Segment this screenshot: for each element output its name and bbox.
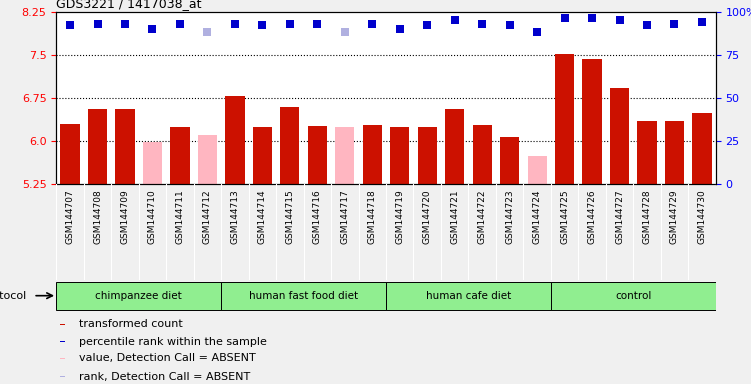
Bar <box>221 282 386 310</box>
Point <box>668 21 680 27</box>
Text: GSM144720: GSM144720 <box>423 189 432 244</box>
Bar <box>60 341 65 342</box>
Text: GSM144711: GSM144711 <box>176 189 185 244</box>
Bar <box>60 124 80 184</box>
Bar <box>692 114 712 184</box>
Bar <box>418 127 437 184</box>
Point <box>586 15 598 22</box>
Point <box>146 26 158 32</box>
Text: GSM144713: GSM144713 <box>231 189 240 244</box>
Point <box>64 22 76 28</box>
Point <box>92 21 104 27</box>
Bar <box>60 376 65 377</box>
Bar <box>225 96 245 184</box>
Text: GSM144715: GSM144715 <box>285 189 294 244</box>
Bar <box>638 121 656 184</box>
Bar <box>116 109 134 184</box>
Point <box>339 29 351 35</box>
Bar <box>335 127 354 184</box>
Bar <box>527 156 547 184</box>
Text: GSM144718: GSM144718 <box>368 189 377 244</box>
Text: GSM144717: GSM144717 <box>340 189 349 244</box>
Text: GSM144707: GSM144707 <box>65 189 74 244</box>
Text: GSM144709: GSM144709 <box>120 189 129 244</box>
Bar <box>390 127 409 184</box>
Bar <box>386 282 550 310</box>
Point <box>366 21 379 27</box>
Bar <box>253 127 272 184</box>
Point <box>696 19 708 25</box>
Text: GSM144712: GSM144712 <box>203 189 212 244</box>
Text: protocol: protocol <box>0 291 26 301</box>
Text: GSM144721: GSM144721 <box>450 189 459 244</box>
Point <box>504 22 516 28</box>
Point <box>531 29 543 35</box>
Point <box>421 22 433 28</box>
Bar <box>550 282 716 310</box>
Bar <box>60 358 65 359</box>
Point <box>394 26 406 32</box>
Text: transformed count: transformed count <box>79 319 182 329</box>
Bar <box>583 59 602 184</box>
Bar <box>56 282 221 310</box>
Point <box>229 21 241 27</box>
Text: GSM144710: GSM144710 <box>148 189 157 244</box>
Text: human fast food diet: human fast food diet <box>249 291 358 301</box>
Bar <box>308 126 327 184</box>
Bar <box>280 107 300 184</box>
Text: value, Detection Call = ABSENT: value, Detection Call = ABSENT <box>79 353 255 364</box>
Point <box>559 15 571 22</box>
Text: chimpanzee diet: chimpanzee diet <box>95 291 182 301</box>
Point <box>641 22 653 28</box>
Text: GSM144722: GSM144722 <box>478 189 487 243</box>
Bar <box>88 109 107 184</box>
Point <box>256 22 268 28</box>
Text: rank, Detection Call = ABSENT: rank, Detection Call = ABSENT <box>79 372 250 382</box>
Point <box>448 17 460 23</box>
Text: control: control <box>615 291 651 301</box>
Point <box>476 21 488 27</box>
Text: GSM144730: GSM144730 <box>698 189 707 244</box>
Bar <box>472 125 492 184</box>
Bar <box>610 88 629 184</box>
Point <box>119 21 131 27</box>
Text: GSM144724: GSM144724 <box>532 189 541 243</box>
Text: GSM144708: GSM144708 <box>93 189 102 244</box>
Bar <box>170 127 189 184</box>
Text: GSM144714: GSM144714 <box>258 189 267 244</box>
Text: GSM144723: GSM144723 <box>505 189 514 244</box>
Text: GSM144727: GSM144727 <box>615 189 624 244</box>
Text: GSM144716: GSM144716 <box>313 189 322 244</box>
Text: GDS3221 / 1417038_at: GDS3221 / 1417038_at <box>56 0 202 10</box>
Bar <box>500 137 519 184</box>
Text: GSM144719: GSM144719 <box>395 189 404 244</box>
Bar <box>665 121 684 184</box>
Text: GSM144726: GSM144726 <box>587 189 596 244</box>
Bar <box>363 125 382 184</box>
Bar <box>445 109 464 184</box>
Text: GSM144729: GSM144729 <box>670 189 679 244</box>
Text: GSM144728: GSM144728 <box>643 189 652 244</box>
Bar <box>198 136 217 184</box>
Bar <box>555 53 575 184</box>
Point <box>614 17 626 23</box>
Point <box>312 21 324 27</box>
Bar <box>143 142 162 184</box>
Text: percentile rank within the sample: percentile rank within the sample <box>79 337 267 347</box>
Text: human cafe diet: human cafe diet <box>426 291 511 301</box>
Point <box>201 29 213 35</box>
Point <box>284 21 296 27</box>
Text: GSM144725: GSM144725 <box>560 189 569 244</box>
Point <box>174 21 186 27</box>
